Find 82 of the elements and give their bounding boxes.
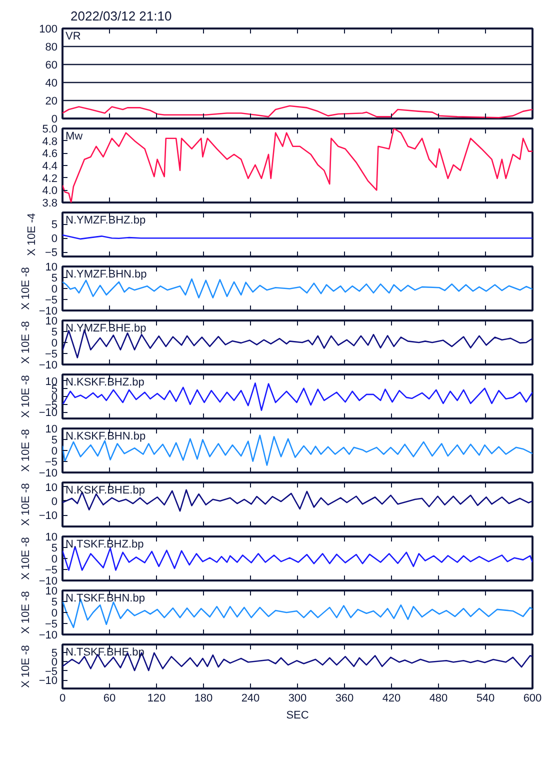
y-tick-label: −5 — [44, 348, 58, 360]
y-tick-label: 0 — [51, 554, 58, 566]
annotation: N.TSKF.BHZ.bp — [66, 538, 144, 550]
annotation: Mw — [66, 130, 83, 142]
y-tick-label: 5.0 — [42, 124, 58, 136]
y-tick-label: −5 — [44, 247, 58, 260]
y-axis-title: X 10E -8 — [20, 591, 32, 634]
y-tick-label: 0 — [51, 338, 58, 350]
y-tick-label: 4.0 — [42, 185, 58, 198]
y-axis-title: X 10E -4 — [26, 213, 38, 256]
x-tick-label: 240 — [241, 692, 260, 704]
y-tick-label: 80 — [45, 42, 58, 54]
y-tick-label: −5 — [44, 294, 58, 306]
annotation: N.KSKF.BHZ.bp — [66, 376, 144, 388]
y-tick-label: 10 — [45, 532, 58, 544]
x-tick-label: 420 — [382, 692, 401, 704]
y-tick-label: 100 — [39, 24, 58, 36]
line-series — [62, 128, 532, 202]
annotation: N.YMZF.BHE.bp — [66, 322, 146, 334]
x-tick-label: 120 — [147, 692, 166, 704]
chart-title: 2022/03/12 21:10 — [70, 8, 172, 24]
y-tick-label: 4.2 — [42, 172, 58, 185]
annotation: N.YMZF.BHN.bp — [66, 268, 147, 280]
y-tick-label: 0 — [51, 284, 58, 296]
y-tick-label: 0 — [51, 233, 58, 246]
y-tick-label: −10 — [38, 675, 58, 688]
y-tick-label: 10 — [45, 262, 58, 274]
annotation: N.KSKF.BHN.bp — [66, 430, 146, 442]
y-tick-label: 20 — [45, 96, 58, 108]
y-tick-label: −10 — [38, 468, 58, 480]
x-tick-label: 60 — [103, 692, 116, 704]
y-axis-title: X 10E -8 — [20, 375, 32, 418]
y-tick-label: 5 — [51, 434, 58, 446]
y-tick-label: −10 — [38, 510, 58, 522]
x-tick-label: 0 — [59, 692, 66, 704]
y-tick-label: 4.6 — [42, 148, 58, 160]
x-tick-label: 300 — [288, 692, 307, 704]
y-tick-label: 5 — [51, 647, 58, 660]
y-axis-title: X 10E -8 — [20, 429, 32, 472]
x-tick-label: 600 — [523, 692, 542, 704]
y-axis-title: X 10E -8 — [20, 267, 32, 310]
x-tick-label: 540 — [476, 692, 495, 704]
y-tick-label: 4.8 — [42, 136, 58, 148]
y-axis-title: X 10E -8 — [20, 537, 32, 580]
y-axis-title: X 10E -8 — [20, 645, 32, 688]
y-tick-label: −5 — [44, 456, 58, 468]
x-tick-label: 360 — [335, 692, 354, 704]
y-tick-label: 0 — [51, 608, 58, 620]
y-tick-label: −5 — [44, 618, 58, 630]
line-series — [62, 278, 532, 298]
annotation: VR — [66, 30, 81, 42]
y-tick-label: −5 — [44, 564, 58, 576]
y-tick-label: 5 — [51, 219, 58, 232]
x-tick-label: 180 — [194, 692, 213, 704]
y-tick-label: 5 — [51, 272, 58, 284]
y-tick-label: 5 — [51, 326, 58, 338]
y-axis-title: X 10E -8 — [20, 483, 32, 526]
y-tick-label: 0 — [51, 496, 58, 508]
annotation: N.YMZF.BHZ.bp — [66, 214, 146, 226]
annotation: N.TSKF.BHN.bp — [66, 592, 145, 604]
y-tick-label: 5 — [51, 542, 58, 554]
y-tick-label: 0 — [51, 446, 58, 458]
y-tick-label: 4.4 — [42, 160, 58, 172]
x-tick-label: 480 — [429, 692, 448, 704]
y-tick-label: 0 — [51, 114, 58, 126]
y-tick-label: −10 — [38, 360, 58, 372]
y-tick-label: 10 — [45, 586, 58, 598]
y-tick-label: −10 — [38, 306, 58, 318]
annotation: N.KSKF.BHE.bp — [66, 484, 145, 496]
y-tick-label: −10 — [38, 576, 58, 588]
y-tick-label: −10 — [38, 630, 58, 642]
y-tick-label: 5 — [51, 596, 58, 608]
line-series — [62, 105, 532, 118]
y-tick-label: 3.8 — [42, 198, 58, 210]
y-tick-label: 60 — [45, 60, 58, 72]
y-tick-label: 40 — [45, 78, 58, 90]
y-tick-label: 10 — [45, 424, 58, 436]
x-axis-title: SEC — [286, 710, 309, 722]
y-tick-label: 10 — [45, 482, 58, 494]
y-tick-label: 10 — [45, 316, 58, 328]
y-axis-title: X 10E -8 — [20, 321, 32, 364]
annotation: N.TSKF.BHE.bp — [66, 646, 144, 658]
